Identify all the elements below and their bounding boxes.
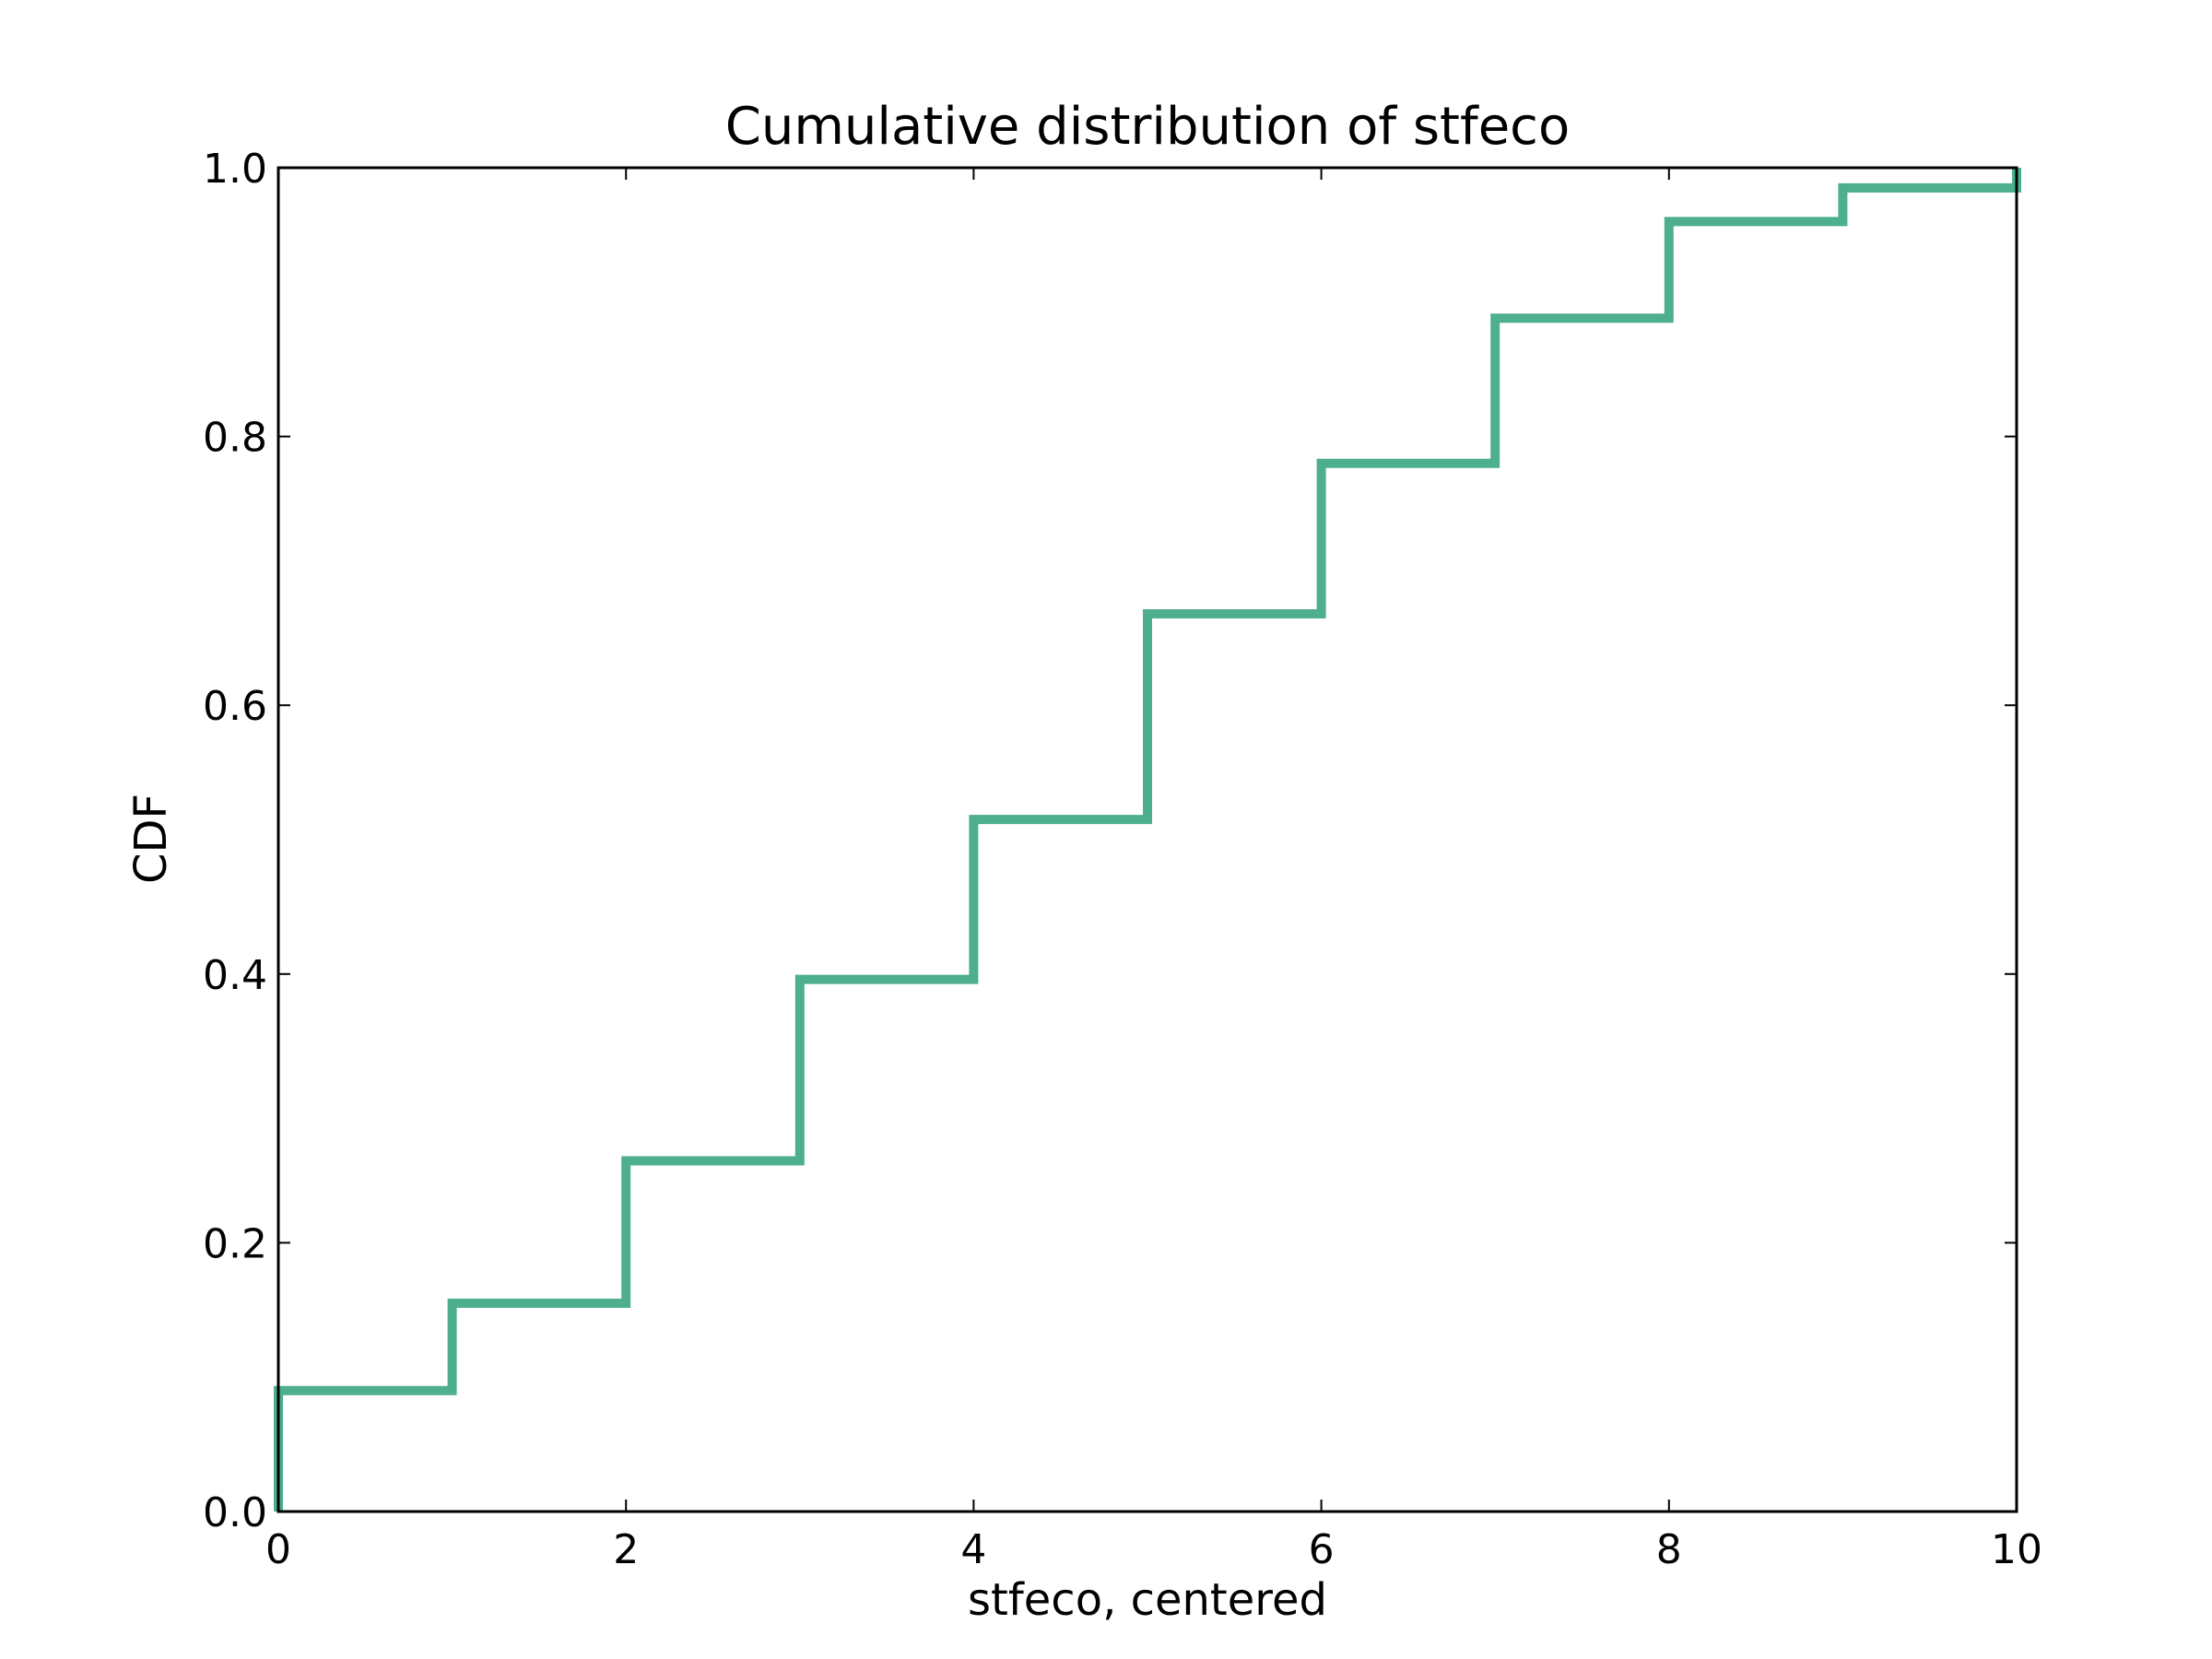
- plot-frame: [276, 166, 2018, 1513]
- chart-title: Cumulative distribution of stfeco: [725, 97, 1570, 157]
- x-tick-label-5: 10: [1991, 1526, 2042, 1573]
- x-tick-label-4: 8: [1656, 1526, 1682, 1573]
- x-tick-label-0: 0: [265, 1526, 291, 1573]
- y-tick-label-4: 0.8: [203, 415, 267, 462]
- tick-labels: 0 2 4 6 8 10 0.0 0.2 0.4 0.6 0.8 1.0: [203, 146, 2042, 1573]
- y-tick-label-1: 0.2: [203, 1220, 267, 1267]
- y-tick-label-0: 0.0: [203, 1489, 267, 1536]
- x-axis-label: stfeco, centered: [968, 1574, 1327, 1626]
- x-tick-label-3: 6: [1309, 1526, 1335, 1573]
- plot-series: [274, 168, 2021, 1512]
- y-tick-label-3: 0.6: [203, 683, 267, 730]
- y-tick-label-2: 0.4: [203, 952, 267, 999]
- y-tick-label-5: 1.0: [203, 146, 267, 193]
- y-axis-label: CDF: [125, 794, 177, 884]
- x-tick-label-1: 2: [613, 1526, 639, 1573]
- x-tick-label-2: 4: [960, 1526, 986, 1573]
- cdf-step-line-0: [274, 168, 2021, 1512]
